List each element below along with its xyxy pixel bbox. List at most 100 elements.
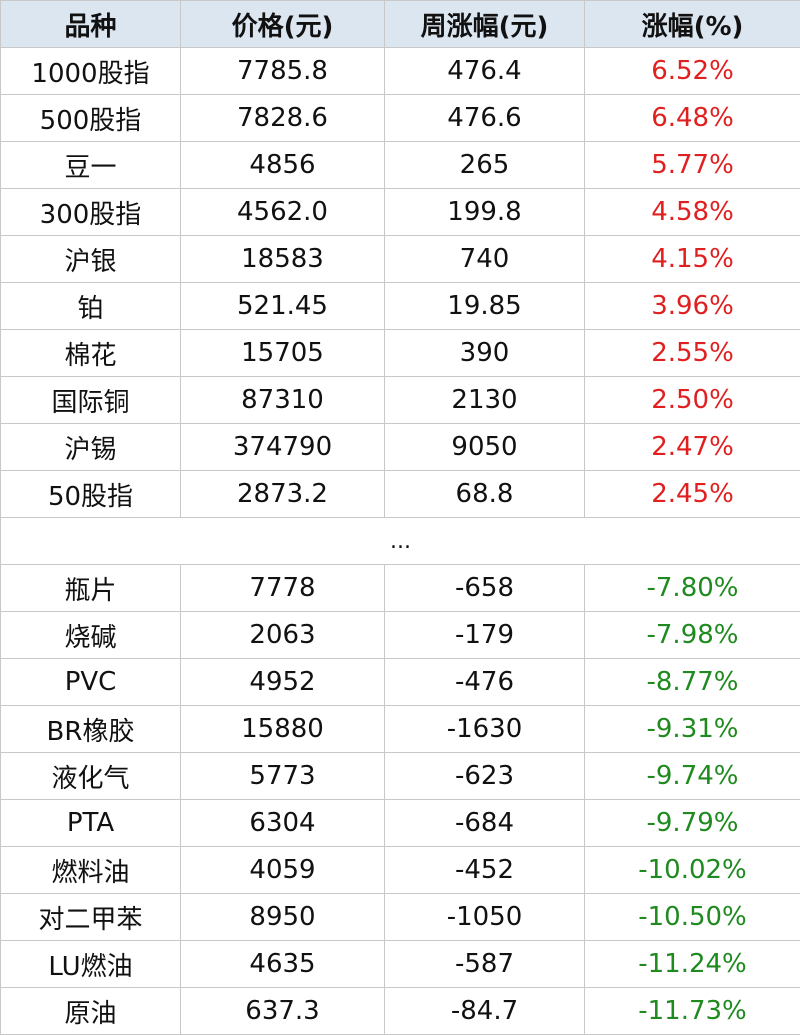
price-cell: 4635 [181, 941, 385, 988]
variety-cell: LU燃油 [1, 941, 181, 988]
weekly-change-cell: 390 [385, 330, 585, 377]
header-price: 价格(元) [181, 1, 385, 48]
weekly-change-cell: 2130 [385, 377, 585, 424]
price-cell: 7778 [181, 565, 385, 612]
variety-cell: 液化气 [1, 753, 181, 800]
change-pct-cell: -10.02% [585, 847, 800, 894]
change-pct-cell: 2.45% [585, 471, 800, 518]
change-pct-cell: -11.73% [585, 988, 800, 1035]
header-change-pct: 涨幅(%) [585, 1, 800, 48]
variety-cell: 燃料油 [1, 847, 181, 894]
weekly-change-cell: -84.7 [385, 988, 585, 1035]
table-row: 沪银 18583 740 4.15% [1, 236, 800, 283]
variety-cell: 棉花 [1, 330, 181, 377]
price-cell: 374790 [181, 424, 385, 471]
price-cell: 521.45 [181, 283, 385, 330]
table-row: 50股指 2873.2 68.8 2.45% [1, 471, 800, 518]
weekly-change-cell: -658 [385, 565, 585, 612]
variety-cell: 对二甲苯 [1, 894, 181, 941]
header-row: 品种 价格(元) 周涨幅(元) 涨幅(%) [1, 1, 800, 48]
change-pct-cell: -9.79% [585, 800, 800, 847]
variety-cell: 500股指 [1, 95, 181, 142]
variety-cell: BR橡胶 [1, 706, 181, 753]
price-cell: 15880 [181, 706, 385, 753]
variety-cell: 300股指 [1, 189, 181, 236]
table-row: 铂 521.45 19.85 3.96% [1, 283, 800, 330]
table-row: 国际铜 87310 2130 2.50% [1, 377, 800, 424]
variety-cell: 1000股指 [1, 48, 181, 95]
weekly-change-cell: -587 [385, 941, 585, 988]
change-pct-cell: 4.15% [585, 236, 800, 283]
weekly-change-cell: 476.4 [385, 48, 585, 95]
weekly-change-cell: 265 [385, 142, 585, 189]
price-cell: 637.3 [181, 988, 385, 1035]
table-row: 1000股指 7785.8 476.4 6.52% [1, 48, 800, 95]
price-cell: 18583 [181, 236, 385, 283]
weekly-change-cell: 476.6 [385, 95, 585, 142]
change-pct-cell: -7.80% [585, 565, 800, 612]
price-cell: 8950 [181, 894, 385, 941]
ellipsis-row: ... [1, 518, 800, 565]
variety-cell: 豆一 [1, 142, 181, 189]
variety-cell: 瓶片 [1, 565, 181, 612]
weekly-change-cell: -476 [385, 659, 585, 706]
table-row: BR橡胶 15880 -1630 -9.31% [1, 706, 800, 753]
change-pct-cell: -8.77% [585, 659, 800, 706]
weekly-change-cell: 9050 [385, 424, 585, 471]
table-row: 瓶片 7778 -658 -7.80% [1, 565, 800, 612]
table-row: 沪锡 374790 9050 2.47% [1, 424, 800, 471]
price-cell: 4952 [181, 659, 385, 706]
change-pct-cell: -10.50% [585, 894, 800, 941]
header-variety: 品种 [1, 1, 181, 48]
table-row: PVC 4952 -476 -8.77% [1, 659, 800, 706]
table-row: 豆一 4856 265 5.77% [1, 142, 800, 189]
price-cell: 7828.6 [181, 95, 385, 142]
table-row: LU燃油 4635 -587 -11.24% [1, 941, 800, 988]
table-row: 300股指 4562.0 199.8 4.58% [1, 189, 800, 236]
price-cell: 2873.2 [181, 471, 385, 518]
weekly-change-cell: -179 [385, 612, 585, 659]
change-pct-cell: -7.98% [585, 612, 800, 659]
change-pct-cell: -9.74% [585, 753, 800, 800]
weekly-change-cell: -623 [385, 753, 585, 800]
weekly-change-cell: -1050 [385, 894, 585, 941]
change-pct-cell: 2.55% [585, 330, 800, 377]
change-pct-cell: 2.47% [585, 424, 800, 471]
price-cell: 4059 [181, 847, 385, 894]
table-row: 原油 637.3 -84.7 -11.73% [1, 988, 800, 1035]
variety-cell: 原油 [1, 988, 181, 1035]
table-row: 液化气 5773 -623 -9.74% [1, 753, 800, 800]
change-pct-cell: -11.24% [585, 941, 800, 988]
price-cell: 7785.8 [181, 48, 385, 95]
change-pct-cell: 6.52% [585, 48, 800, 95]
table-row: 燃料油 4059 -452 -10.02% [1, 847, 800, 894]
table-row: 棉花 15705 390 2.55% [1, 330, 800, 377]
table-row: 烧碱 2063 -179 -7.98% [1, 612, 800, 659]
change-pct-cell: 6.48% [585, 95, 800, 142]
price-cell: 5773 [181, 753, 385, 800]
variety-cell: 烧碱 [1, 612, 181, 659]
weekly-change-cell: 19.85 [385, 283, 585, 330]
weekly-change-cell: 740 [385, 236, 585, 283]
price-cell: 4856 [181, 142, 385, 189]
variety-cell: PTA [1, 800, 181, 847]
price-cell: 4562.0 [181, 189, 385, 236]
price-cell: 2063 [181, 612, 385, 659]
change-pct-cell: 5.77% [585, 142, 800, 189]
change-pct-cell: 2.50% [585, 377, 800, 424]
price-cell: 15705 [181, 330, 385, 377]
variety-cell: 沪银 [1, 236, 181, 283]
change-pct-cell: 4.58% [585, 189, 800, 236]
table-row: 500股指 7828.6 476.6 6.48% [1, 95, 800, 142]
variety-cell: 50股指 [1, 471, 181, 518]
table-row: PTA 6304 -684 -9.79% [1, 800, 800, 847]
weekly-change-cell: -684 [385, 800, 585, 847]
variety-cell: PVC [1, 659, 181, 706]
ellipsis-cell: ... [1, 518, 800, 565]
weekly-change-cell: -452 [385, 847, 585, 894]
change-pct-cell: -9.31% [585, 706, 800, 753]
weekly-change-cell: -1630 [385, 706, 585, 753]
header-weekly-change: 周涨幅(元) [385, 1, 585, 48]
price-cell: 87310 [181, 377, 385, 424]
